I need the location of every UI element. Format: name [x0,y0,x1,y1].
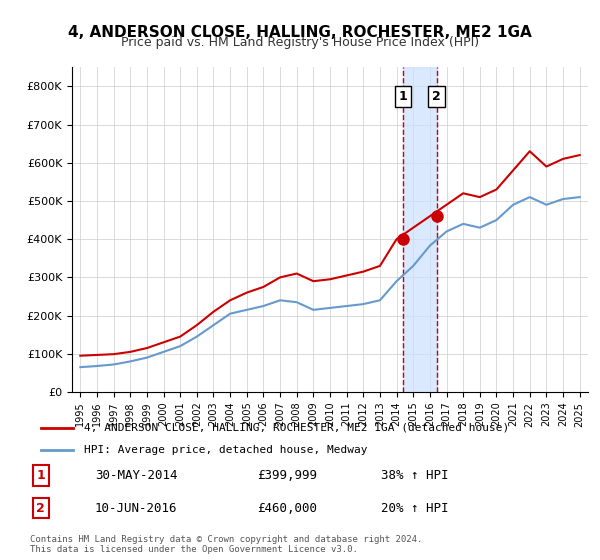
Text: 10-JUN-2016: 10-JUN-2016 [95,502,178,515]
Text: 20% ↑ HPI: 20% ↑ HPI [381,502,449,515]
Text: 1: 1 [37,469,45,482]
Text: 4, ANDERSON CLOSE, HALLING, ROCHESTER, ME2 1GA (detached house): 4, ANDERSON CLOSE, HALLING, ROCHESTER, M… [84,423,509,433]
Text: 1: 1 [399,90,407,103]
Text: £460,000: £460,000 [257,502,317,515]
Text: Price paid vs. HM Land Registry's House Price Index (HPI): Price paid vs. HM Land Registry's House … [121,36,479,49]
Bar [403,67,437,392]
Text: 2: 2 [432,90,441,103]
Text: 2: 2 [37,502,45,515]
Text: £399,999: £399,999 [257,469,317,482]
Text: Contains HM Land Registry data © Crown copyright and database right 2024.
This d: Contains HM Land Registry data © Crown c… [30,535,422,554]
Text: HPI: Average price, detached house, Medway: HPI: Average price, detached house, Medw… [84,445,367,455]
Text: 38% ↑ HPI: 38% ↑ HPI [381,469,449,482]
Text: 30-MAY-2014: 30-MAY-2014 [95,469,178,482]
Text: 4, ANDERSON CLOSE, HALLING, ROCHESTER, ME2 1GA: 4, ANDERSON CLOSE, HALLING, ROCHESTER, M… [68,25,532,40]
